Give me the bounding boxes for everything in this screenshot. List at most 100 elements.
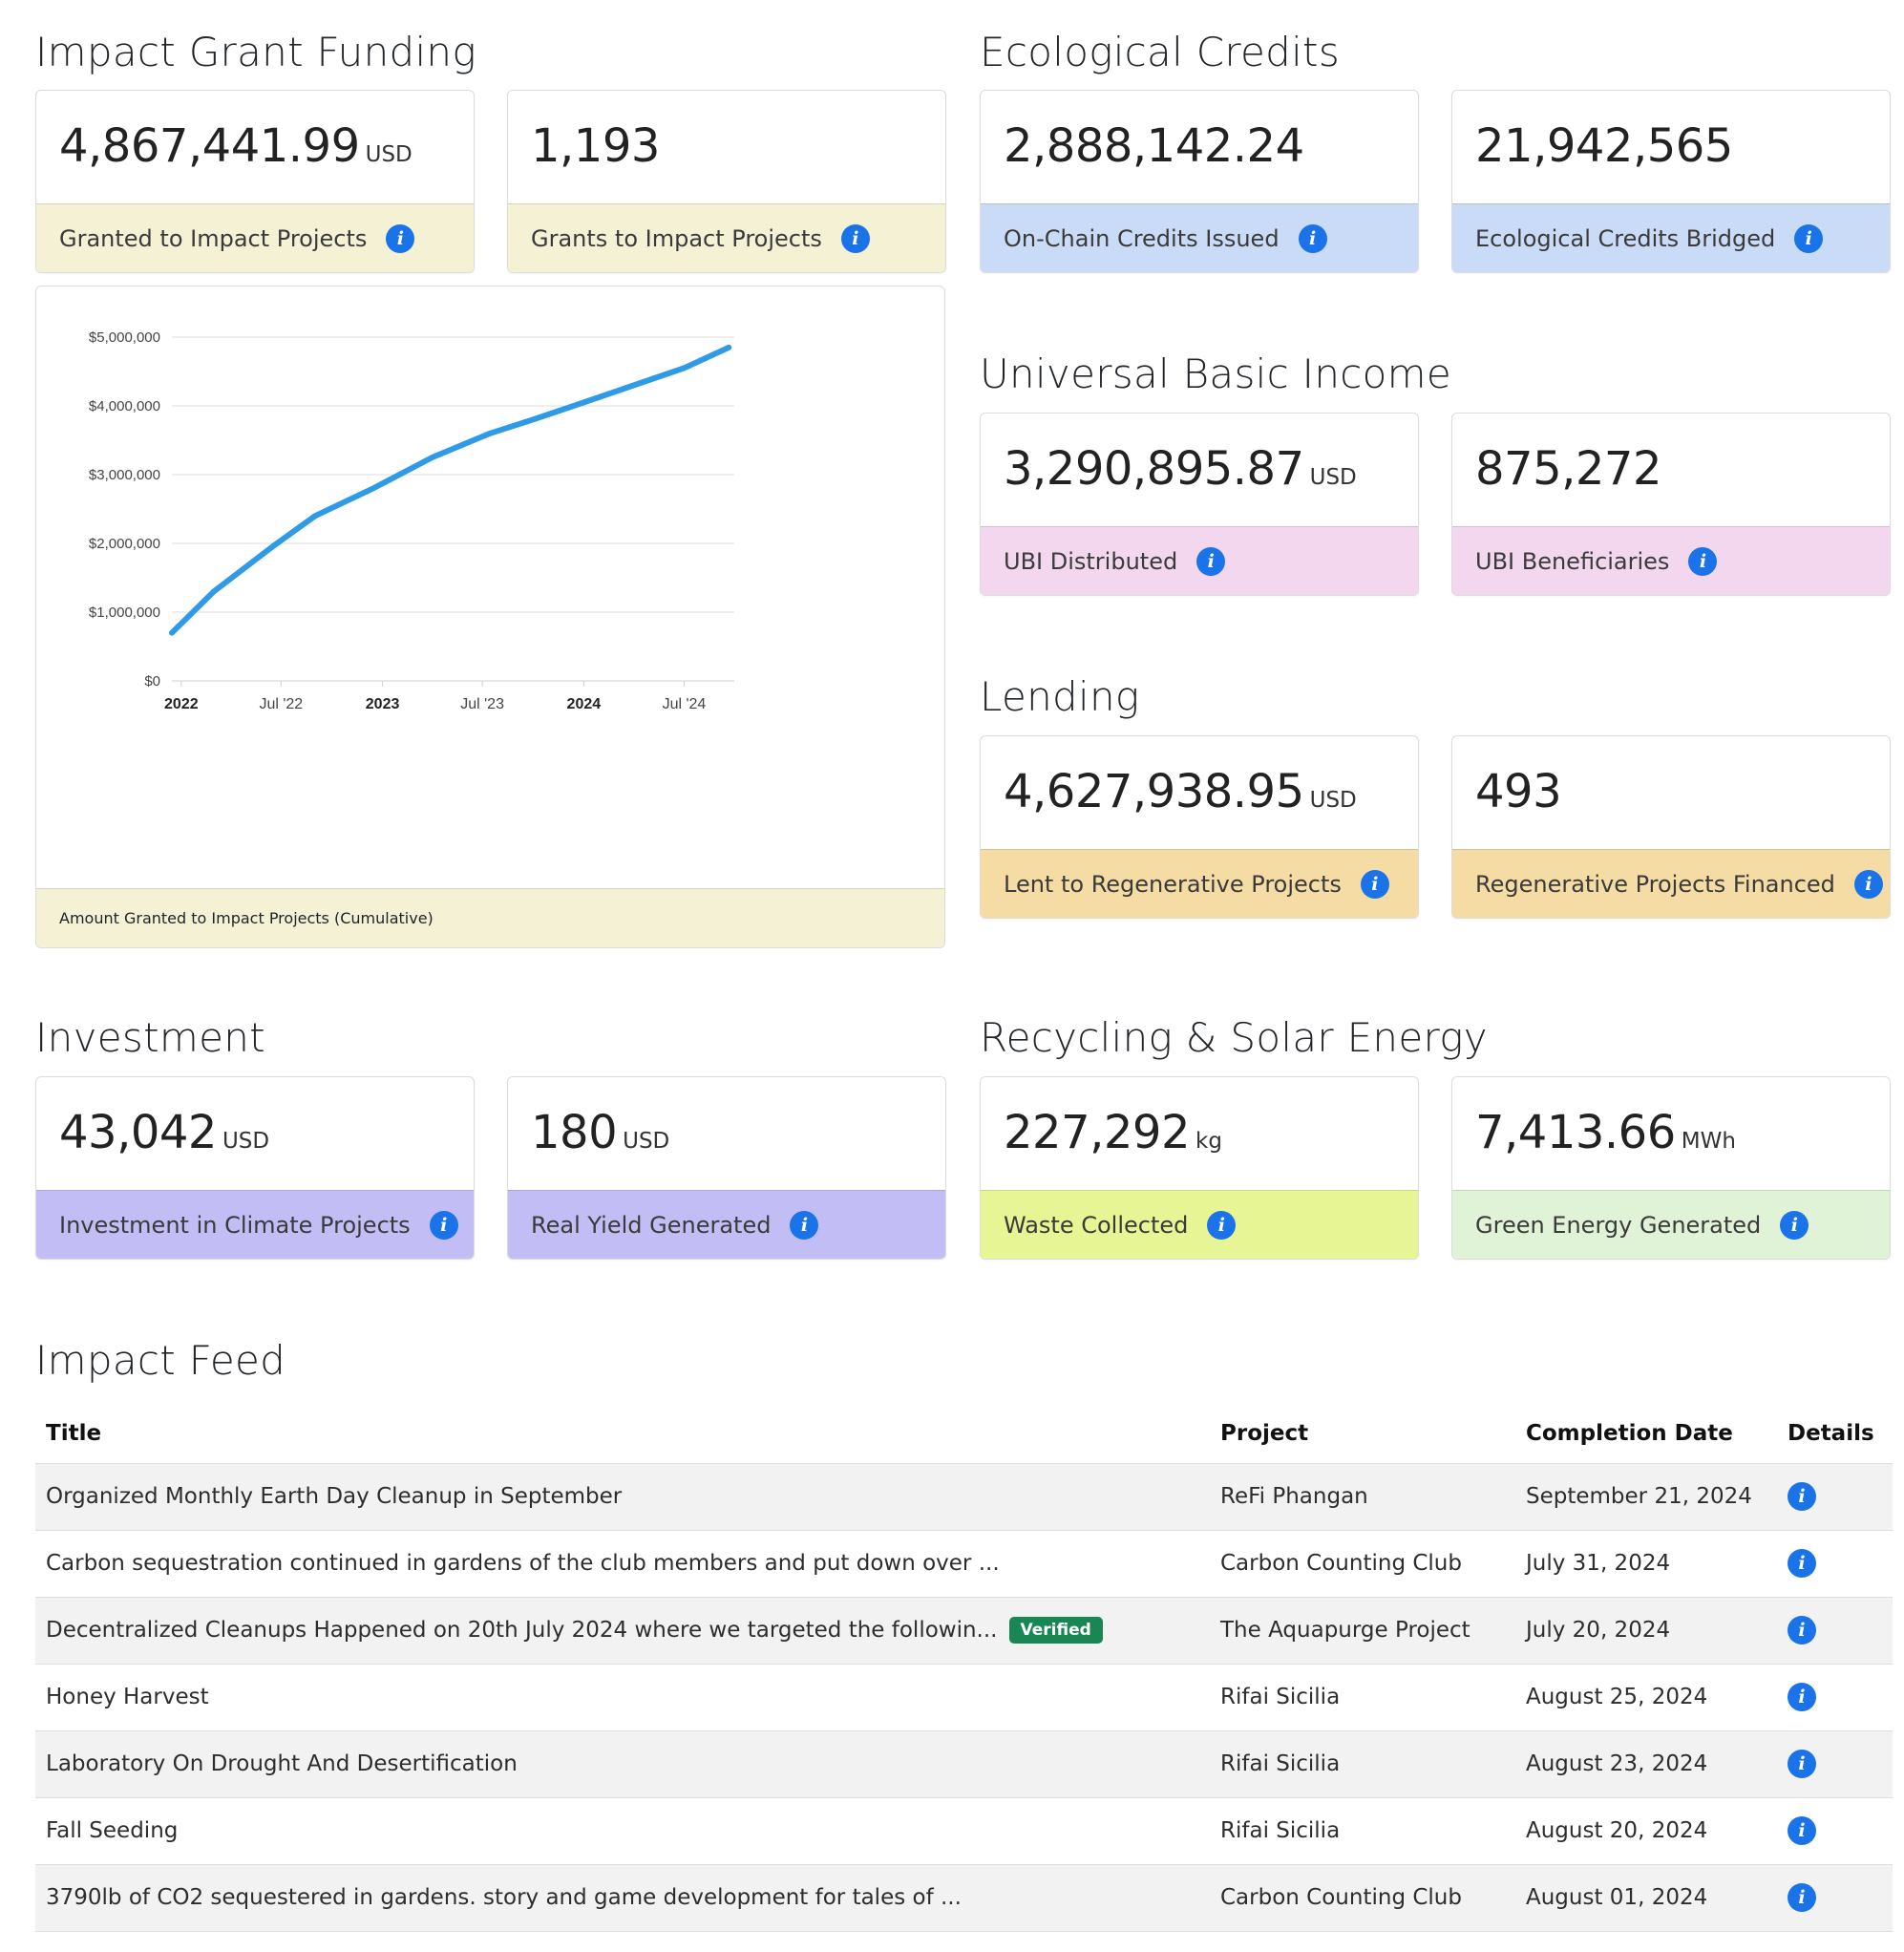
column-header-completion-date: Completion Date [1515, 1404, 1777, 1464]
stat-card-waste-collected: 227,292 kg Waste Collected i [980, 1076, 1419, 1260]
details-info-icon[interactable]: i [1788, 1883, 1816, 1912]
feed-completion-date: August 23, 2024 [1515, 1730, 1777, 1798]
stat-value: 43,042 [59, 1106, 217, 1159]
x-tick-label: Jul '22 [259, 696, 303, 712]
stat-card-green-energy-generated: 7,413.66 MWh Green Energy Generated i [1451, 1076, 1891, 1260]
feed-project: The Aquapurge Project [1210, 1597, 1515, 1665]
feed-completion-date: August 20, 2024 [1515, 1797, 1777, 1865]
stat-card-real-yield-generated: 180 USD Real Yield Generated i [507, 1076, 946, 1260]
stat-unit: MWh [1681, 1129, 1736, 1154]
stat-card-regenerative-projects-financed: 493 Regenerative Projects Financed i [1451, 735, 1891, 919]
y-tick-label: $0 [144, 673, 160, 690]
feed-details-cell: i [1777, 1730, 1893, 1798]
column-header-project: Project [1210, 1404, 1515, 1464]
section-title-ubi: Universal Basic Income [980, 350, 1452, 397]
table-row[interactable]: Organized Monthly Earth Day Cleanup in S… [35, 1463, 1893, 1531]
details-info-icon[interactable]: i [1788, 1816, 1816, 1845]
stat-value: 227,292 [1004, 1106, 1191, 1159]
info-icon[interactable]: i [1780, 1210, 1809, 1240]
y-tick-label: $1,000,000 [89, 605, 160, 621]
stat-card-ecological-credits-bridged: 21,942,565 Ecological Credits Bridged i [1451, 90, 1891, 273]
x-tick-label: 2024 [567, 696, 602, 712]
info-icon[interactable]: i [1360, 869, 1389, 899]
y-tick-label: $4,000,000 [89, 398, 160, 414]
feed-completion-date: July 31, 2024 [1515, 1530, 1777, 1598]
stat-value: 180 [531, 1106, 618, 1159]
stat-unit: USD [1309, 788, 1357, 813]
info-icon[interactable]: i [1688, 546, 1718, 576]
feed-title-cell: Carbon sequestration continued in garden… [35, 1530, 1210, 1598]
table-row[interactable]: Honey Harvest Rifai Sicilia August 25, 202… [35, 1664, 1893, 1731]
stat-card-on-chain-credits-issued: 2,888,142.24 On-Chain Credits Issued i [980, 90, 1419, 273]
feed-title-cell: Laboratory On Drought And Desertificatio… [35, 1730, 1210, 1798]
stat-value: 4,627,938.95 [1004, 765, 1304, 818]
table-header-row: Title Project Completion Date Details [35, 1404, 1893, 1464]
stat-value: 4,867,441.99 [59, 119, 360, 173]
feed-title: Laboratory On Drought And Desertificatio… [46, 1751, 518, 1776]
stat-label: On-Chain Credits Issued [1004, 224, 1280, 252]
feed-details-cell: i [1777, 1463, 1893, 1531]
info-icon[interactable]: i [1196, 546, 1226, 576]
feed-completion-date: September 21, 2024 [1515, 1463, 1777, 1531]
stat-label: Real Yield Generated [531, 1211, 772, 1239]
table-row[interactable]: Carbon sequestration continued in garden… [35, 1530, 1893, 1598]
y-tick-label: $5,000,000 [89, 329, 160, 346]
details-info-icon[interactable]: i [1788, 1750, 1816, 1778]
stat-value: 1,193 [531, 119, 660, 173]
feed-details-cell: i [1777, 1797, 1893, 1865]
y-tick-label: $3,000,000 [89, 467, 160, 483]
feed-title: Organized Monthly Earth Day Cleanup in S… [46, 1484, 623, 1509]
stat-card-lent-to-regenerative-projects: 4,627,938.95 USD Lent to Regenerative Pro… [980, 735, 1419, 919]
section-title-investment: Investment [35, 1014, 265, 1061]
info-icon[interactable]: i [1794, 223, 1824, 253]
table-row[interactable]: Laboratory On Drought And Desertificatio… [35, 1730, 1893, 1798]
stat-label: Granted to Impact Projects [59, 224, 368, 252]
stat-label: Green Energy Generated [1475, 1211, 1762, 1239]
info-icon[interactable]: i [790, 1210, 819, 1240]
section-title-ecological-credits: Ecological Credits [980, 29, 1341, 75]
feed-title-cell: 3790lb of CO2 sequestered in gardens. st… [35, 1864, 1210, 1932]
feed-title-cell: Honey Harvest [35, 1664, 1210, 1731]
stat-unit: USD [365, 142, 413, 167]
feed-title: Honey Harvest [46, 1685, 209, 1709]
y-tick-label: $2,000,000 [89, 536, 160, 552]
section-title-recycling: Recycling & Solar Energy [980, 1014, 1488, 1061]
feed-completion-date: August 25, 2024 [1515, 1664, 1777, 1731]
details-info-icon[interactable]: i [1788, 1683, 1816, 1711]
x-tick-label: 2022 [164, 696, 199, 712]
feed-completion-date: August 01, 2024 [1515, 1864, 1777, 1932]
details-info-icon[interactable]: i [1788, 1549, 1816, 1578]
info-icon[interactable]: i [840, 223, 870, 253]
details-info-icon[interactable]: i [1788, 1482, 1816, 1511]
info-icon[interactable]: i [1207, 1210, 1237, 1240]
feed-project: Carbon Counting Club [1210, 1530, 1515, 1598]
details-info-icon[interactable]: i [1788, 1616, 1816, 1644]
x-tick-label: 2023 [366, 696, 400, 712]
table-row[interactable]: Decentralized Cleanups Happened on 20th … [35, 1597, 1893, 1665]
stat-card-ubi-beneficiaries: 875,272 UBI Beneficiaries i [1451, 413, 1891, 596]
table-row[interactable]: 3790lb of CO2 sequestered in gardens. st… [35, 1864, 1893, 1932]
info-icon[interactable]: i [1298, 223, 1327, 253]
feed-details-cell: i [1777, 1597, 1893, 1665]
cumulative-grants-line-chart: $0 $1,000,000 $2,000,000 $3,000,000 $4,000,0… [89, 329, 734, 712]
feed-project: Carbon Counting Club [1210, 1864, 1515, 1932]
stat-label: UBI Beneficiaries [1475, 547, 1670, 575]
info-icon[interactable]: i [429, 1210, 458, 1240]
stat-label: UBI Distributed [1004, 547, 1178, 575]
table-row[interactable]: Fall Seeding Rifai Sicilia August 20, 2024… [35, 1797, 1893, 1865]
feed-title: Fall Seeding [46, 1818, 179, 1843]
x-tick-label: Jul '23 [460, 696, 504, 712]
series-line [169, 344, 732, 636]
info-icon[interactable]: i [386, 223, 415, 253]
stat-value: 3,290,895.87 [1004, 442, 1304, 496]
feed-details-cell: i [1777, 1864, 1893, 1932]
section-title-lending: Lending [980, 673, 1140, 720]
feed-title: 3790lb of CO2 sequestered in gardens. st… [46, 1885, 962, 1910]
feed-project: Rifai Sicilia [1210, 1730, 1515, 1798]
stat-value: 21,942,565 [1475, 119, 1733, 173]
stat-value: 2,888,142.24 [1004, 119, 1304, 173]
feed-title-cell: Fall Seeding [35, 1797, 1210, 1865]
info-icon[interactable]: i [1853, 869, 1883, 899]
feed-project: Rifai Sicilia [1210, 1797, 1515, 1865]
feed-project: ReFi Phangan [1210, 1463, 1515, 1531]
